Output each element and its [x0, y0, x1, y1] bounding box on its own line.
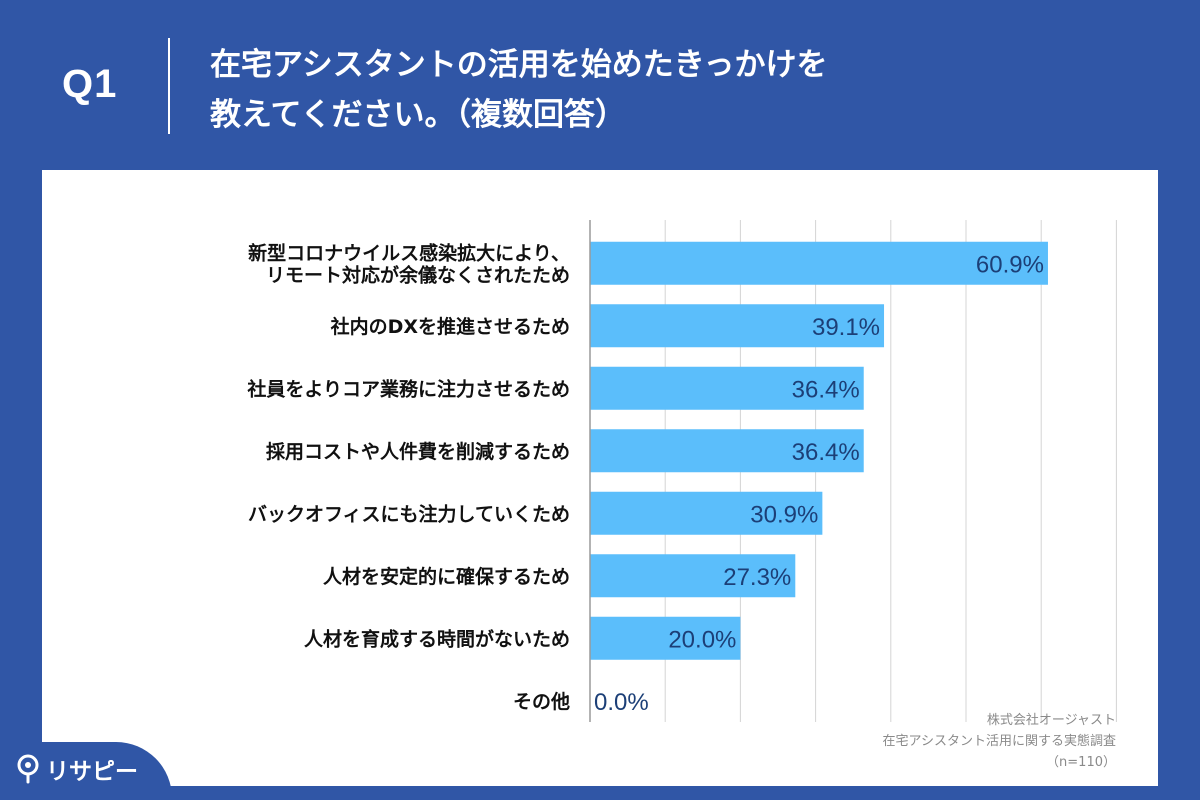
category-label: 採用コストや人件費を削減するため — [266, 440, 570, 463]
category-label: 人材を育成する時間がないため — [304, 627, 570, 650]
category-label: その他 — [513, 690, 570, 713]
bar-value-label: 27.3% — [723, 564, 791, 591]
source-note: 株式会社オージャスト 在宅アシスタント活用に関する実態調査 （n=110） — [756, 710, 1116, 773]
category-label: バックオフィスにも注力していくため — [248, 502, 570, 525]
question-title-line2: 教えてください。（複数回答） — [210, 97, 627, 133]
question-title: 在宅アシスタントの活用を始めたきっかけを 教えてください。（複数回答） — [210, 40, 1150, 140]
bar — [590, 616, 741, 660]
header-divider — [168, 38, 170, 134]
bar — [590, 366, 864, 410]
question-title-line1: 在宅アシスタントの活用を始めたきっかけを — [210, 47, 828, 83]
source-survey: 在宅アシスタント活用に関する実態調査 — [882, 734, 1116, 749]
category-label: 人材を安定的に確保するため — [323, 565, 570, 588]
bar — [590, 554, 796, 598]
bar — [590, 241, 1048, 285]
bar-value-label: 39.1% — [812, 314, 880, 341]
chart-panel: 60.9% 新型コロナウイルス感染拡大により、 リモート対応が余儀なくされたため 39… — [42, 170, 1158, 786]
lightbulb-icon — [17, 754, 39, 784]
category-label: 新型コロナウイルス感染拡大により、 — [248, 241, 570, 264]
brand-logo: リサピー — [0, 742, 172, 800]
bar-value-label: 36.4% — [792, 376, 860, 403]
bar-chart: 60.9% 新型コロナウイルス感染拡大により、リモート対応が余儀なくされたため 39… — [246, 220, 1117, 722]
bar-value-label: 30.9% — [750, 501, 818, 528]
question-header: Q1 在宅アシスタントの活用を始めたきっかけを 教えてください。（複数回答） — [0, 0, 1200, 170]
category-label: 社内のDXを推進させるため — [330, 315, 570, 338]
brand-name: リサピー — [46, 759, 138, 785]
source-sample: （n=110） — [1046, 755, 1116, 770]
bar — [590, 304, 885, 348]
bar-value-label: 20.0% — [668, 626, 736, 653]
bar-value-label: 36.4% — [792, 439, 860, 466]
bar-value-label: 0.0% — [594, 689, 649, 716]
bar — [590, 429, 864, 473]
category-label: 社員をよりコア業務に注力させるため — [246, 377, 570, 400]
category-label: リモート対応が余儀なくされたため — [266, 263, 570, 286]
source-company: 株式会社オージャスト — [986, 713, 1116, 728]
bar — [590, 491, 823, 535]
bar-value-label: 60.9% — [976, 251, 1044, 278]
question-number: Q1 — [62, 62, 118, 106]
